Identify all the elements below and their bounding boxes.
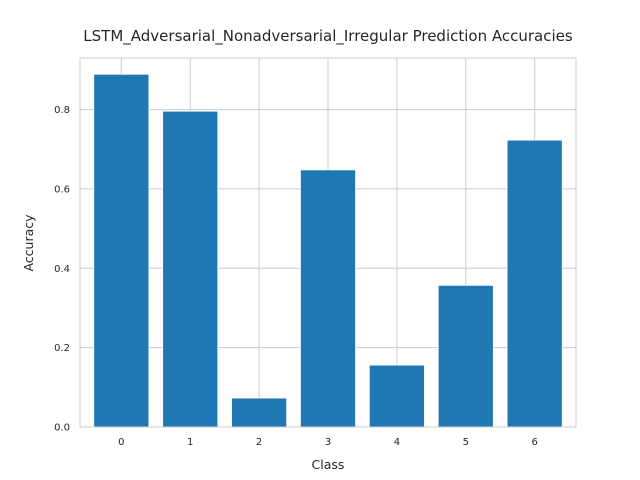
y-tick-label: 0.0 [54, 423, 70, 434]
y-tick-label: 0.4 [54, 264, 70, 275]
x-axis-label: Class [312, 457, 345, 472]
bar-class-3 [300, 169, 356, 428]
bar-class-4 [368, 364, 425, 428]
x-tick-label: 5 [463, 437, 469, 448]
bar-layer [93, 73, 563, 428]
y-tick-label: 0.6 [54, 184, 70, 195]
x-tick-label: 2 [256, 437, 262, 448]
x-tick-label: 3 [325, 437, 331, 448]
x-tick-label: 0 [118, 437, 124, 448]
bar-class-6 [506, 139, 563, 428]
bar-class-0 [93, 73, 150, 428]
x-tick-label: 4 [394, 437, 400, 448]
x-tick-label: 1 [187, 437, 193, 448]
y-tick-label: 0.2 [54, 343, 70, 354]
x-tick-label: 6 [531, 437, 537, 448]
y-axis-label: Accuracy [21, 214, 36, 272]
x-tick-labels: 0 1 2 3 4 5 6 [118, 437, 538, 448]
bar-class-5 [437, 284, 494, 428]
y-tick-label: 0.8 [54, 105, 70, 116]
chart-title: LSTM_Adversarial_Nonadversarial_Irregula… [83, 27, 573, 46]
bar-class-2 [231, 397, 288, 428]
plot-frame [79, 57, 577, 428]
bar-class-1 [162, 110, 219, 428]
y-tick-labels: 0.0 0.2 0.4 0.6 0.8 [54, 105, 70, 433]
